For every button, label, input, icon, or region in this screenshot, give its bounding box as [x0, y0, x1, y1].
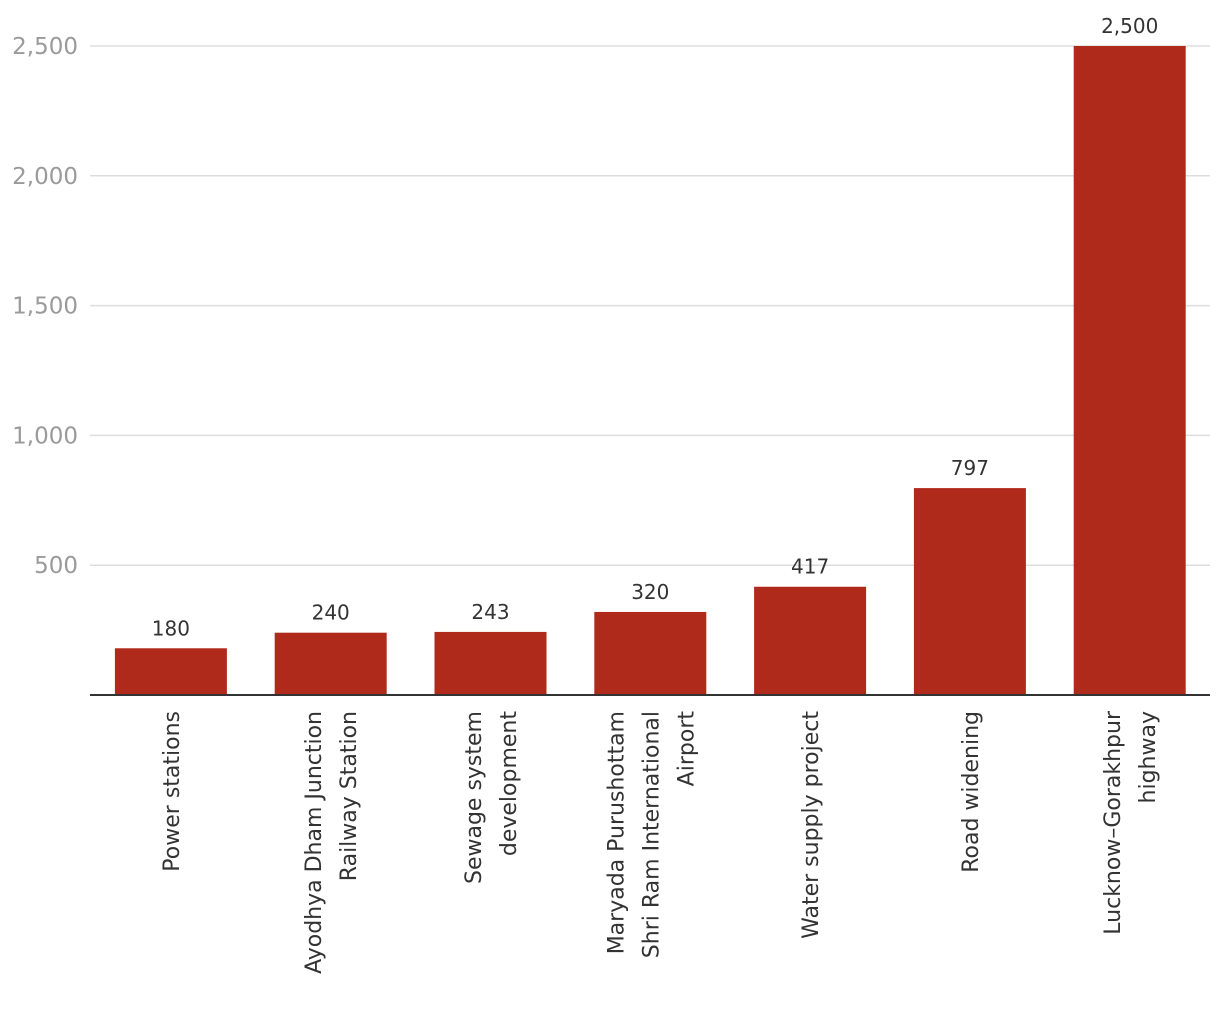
x-tick-label-line: Maryada Purushottam [604, 711, 629, 954]
x-tick-label: Sewage system development [462, 711, 522, 884]
bar [1073, 46, 1186, 695]
y-tick-label: 1,000 [12, 423, 78, 449]
bar [274, 632, 387, 695]
x-tick-label: Maryada Purushottam Shri Ram Internationa… [604, 711, 699, 959]
x-tick-label: Ayodhya Dham Junction Railway Station [302, 711, 362, 974]
x-tick-label-line: Water supply project [799, 711, 824, 939]
bar [434, 631, 547, 695]
bar-value-label: 320 [631, 580, 669, 604]
x-tick-label: Road widening [959, 711, 984, 873]
x-tick-label-line: Power stations [160, 711, 185, 872]
bar-value-label: 797 [951, 456, 989, 480]
x-axis-category-labels: Power stations Ayodhya Dham Junction Railw… [160, 710, 1161, 974]
x-tick-label: Lucknow–Gorakhpur highway [1101, 710, 1161, 935]
x-tick-label-line: Shri Ram International [639, 711, 664, 958]
bar-value-label: 243 [471, 600, 509, 624]
bar [114, 648, 227, 695]
x-tick-label: Power stations [160, 711, 185, 872]
x-tick-label-line: highway [1136, 711, 1161, 803]
y-tick-label: 1,500 [12, 294, 78, 320]
x-tick-label-line: Lucknow–Gorakhpur [1101, 710, 1126, 935]
bar [913, 488, 1026, 695]
y-axis-ticks: 500 1,000 1,500 2,000 2,500 [12, 34, 78, 579]
x-tick-label-line: development [497, 711, 522, 857]
x-tick-label: Water supply project [799, 711, 824, 939]
x-tick-label-line: Sewage system [462, 711, 487, 884]
x-tick-label-line: Railway Station [337, 711, 362, 881]
bar-value-label: 417 [791, 555, 829, 579]
bar-value-label: 2,500 [1101, 14, 1158, 38]
y-tick-label: 2,500 [12, 34, 78, 60]
y-tick-label: 500 [34, 553, 78, 579]
bar [594, 611, 707, 695]
y-tick-label: 2,000 [12, 164, 78, 190]
bar-value-label: 180 [152, 616, 190, 640]
bar-value-label: 240 [312, 601, 350, 625]
gridlines [90, 45, 1210, 566]
bar [754, 586, 867, 695]
x-tick-label-line: Ayodhya Dham Junction [302, 711, 327, 974]
x-tick-label-line: Road widening [959, 711, 984, 873]
x-tick-label-line: Airport [674, 711, 699, 787]
bar-value-labels: 180 240 243 320 417 797 2,500 [152, 14, 1159, 640]
bars [114, 46, 1186, 695]
